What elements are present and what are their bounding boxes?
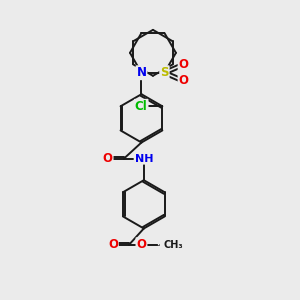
Text: O: O <box>108 238 118 251</box>
Text: O: O <box>158 244 159 245</box>
Text: O: O <box>103 152 112 165</box>
Text: O: O <box>178 74 189 88</box>
Text: O: O <box>178 58 189 71</box>
Text: N: N <box>136 66 146 79</box>
Text: Cl: Cl <box>135 100 148 113</box>
Text: O: O <box>136 238 146 251</box>
Text: NH: NH <box>135 154 153 164</box>
Text: CH₃: CH₃ <box>164 240 184 250</box>
Text: S: S <box>160 66 169 79</box>
